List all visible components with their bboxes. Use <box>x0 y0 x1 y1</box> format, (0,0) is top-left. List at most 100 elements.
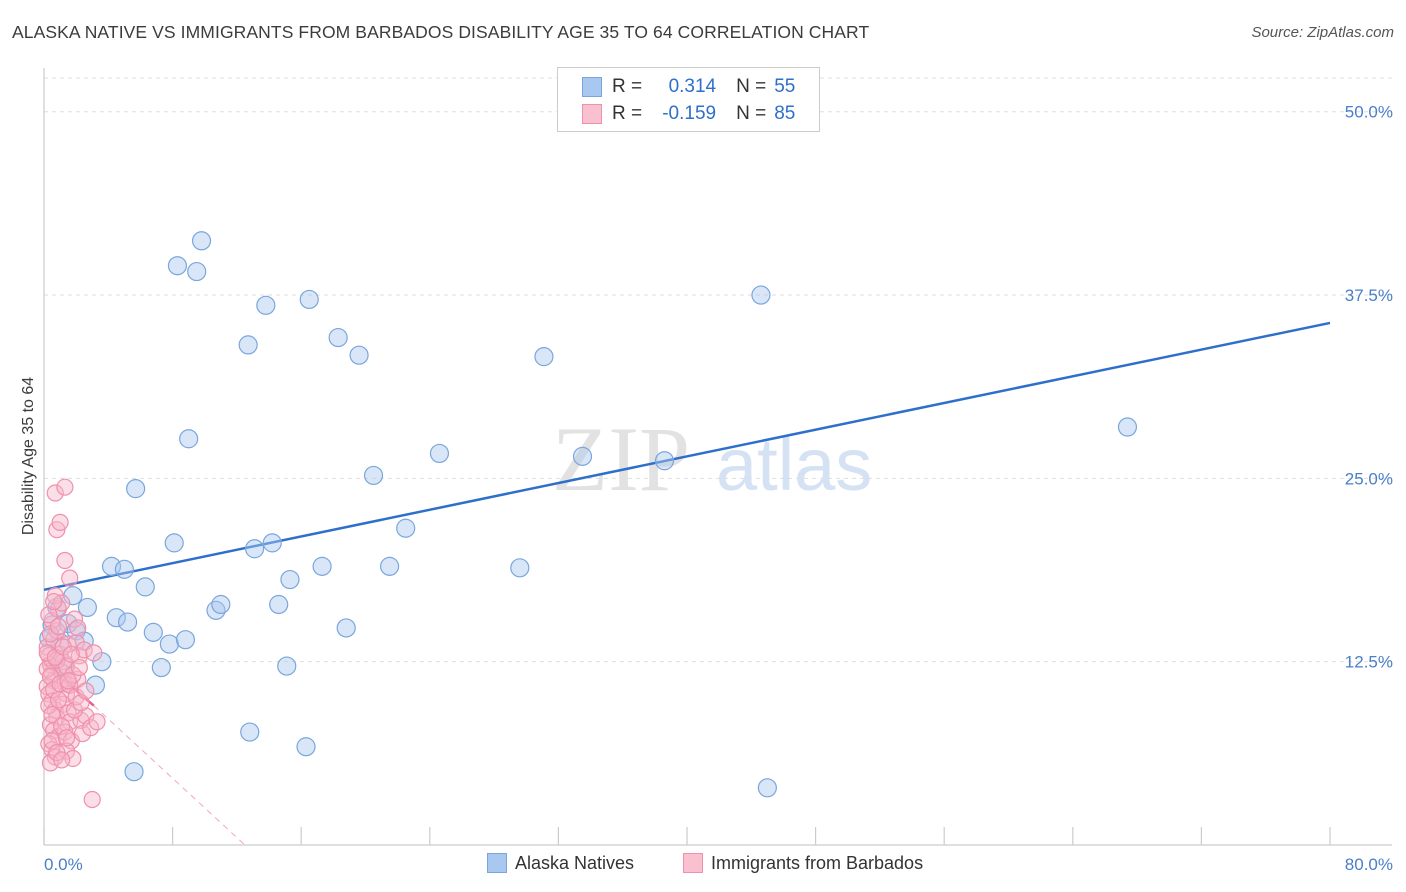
data-point-alaska <box>244 539 265 559</box>
data-point-barbados <box>45 680 63 699</box>
legend-n-label: N = <box>736 76 767 97</box>
data-point-alaska <box>164 533 184 553</box>
bottom-legend-alaska: Alaska Natives <box>487 852 634 874</box>
data-point-barbados <box>51 513 69 531</box>
data-point-alaska <box>363 465 384 486</box>
bottom-legend-swatch-barbados <box>683 853 703 874</box>
data-point-alaska <box>277 656 297 676</box>
data-points <box>38 231 1138 809</box>
legend-r-label: R = <box>612 103 643 124</box>
data-point-barbados <box>53 751 71 769</box>
data-point-alaska <box>143 622 163 642</box>
data-point-barbados <box>82 719 100 737</box>
data-point-barbados <box>40 606 58 624</box>
legend-row-barbados: R = -0.159 N = 85 <box>582 103 795 125</box>
data-point-barbados <box>38 644 56 662</box>
legend-n-value-barbados: 85 <box>774 103 796 124</box>
data-point-barbados <box>83 790 101 809</box>
data-point-barbados <box>70 658 88 677</box>
data-point-barbados <box>69 619 87 637</box>
data-point-alaska <box>187 261 207 282</box>
data-point-barbados <box>59 672 77 690</box>
y-tick-label: 25.0% <box>1345 469 1393 488</box>
data-point-barbados <box>62 645 80 663</box>
data-point-alaska <box>159 634 179 654</box>
bottom-legend-label-barbados: Immigrants from Barbados <box>711 852 924 873</box>
source-label: Source: ZipAtlas.com <box>1251 24 1394 41</box>
data-point-alaska <box>262 533 282 553</box>
data-point-barbados <box>49 691 68 709</box>
data-point-alaska <box>757 778 777 798</box>
data-point-barbados <box>77 682 95 700</box>
data-point-alaska <box>312 556 332 576</box>
legend-n-value-alaska: 55 <box>774 76 796 97</box>
data-point-alaska <box>429 443 450 464</box>
legend-r-label: R = <box>612 76 643 97</box>
legend-n-label: N = <box>736 103 767 124</box>
data-point-alaska <box>328 327 348 348</box>
data-point-alaska <box>85 675 106 695</box>
data-point-alaska <box>1117 417 1138 437</box>
y-tick-label: 12.5% <box>1345 653 1393 672</box>
data-point-barbados <box>46 484 64 502</box>
data-point-barbados <box>56 478 74 496</box>
legend-r-value-alaska: 0.314 <box>668 76 717 97</box>
data-point-alaska <box>572 446 593 466</box>
data-point-alaska <box>126 479 146 499</box>
data-point-alaska <box>240 722 260 742</box>
data-point-alaska <box>396 518 416 538</box>
y-tick-label: 50.0% <box>1345 103 1393 122</box>
x-tick-label: 80.0% <box>1345 855 1393 874</box>
data-point-alaska <box>336 618 356 638</box>
data-point-alaska <box>191 231 212 251</box>
y-axis-label: Disability Age 35 to 64 <box>20 377 37 535</box>
data-point-alaska <box>124 762 144 782</box>
data-point-alaska <box>534 347 554 367</box>
legend-swatch-barbados <box>582 104 602 124</box>
data-point-barbados <box>49 617 68 636</box>
data-point-alaska <box>510 558 530 578</box>
axis-labels: 12.5% 25.0% 37.5% 50.0% 0.0% 80.0% Disability … <box>20 103 1393 874</box>
data-point-alaska <box>135 577 155 597</box>
data-point-barbados <box>43 705 61 724</box>
legend-swatch-alaska <box>582 77 602 97</box>
bottom-legend-swatch-alaska <box>487 853 507 874</box>
data-point-alaska <box>238 335 258 355</box>
bottom-legend-barbados: Immigrants from Barbados <box>683 852 923 874</box>
trend-line-alaska <box>43 321 1331 592</box>
data-point-alaska <box>269 594 289 615</box>
data-point-barbados <box>65 610 84 628</box>
legend-r-value-barbados: -0.159 <box>662 103 717 124</box>
watermark-zip: ZIP <box>552 408 690 510</box>
data-point-alaska <box>751 285 771 305</box>
data-point-alaska <box>117 612 138 632</box>
data-point-alaska <box>114 559 134 579</box>
grid-lines <box>44 77 1392 663</box>
data-point-barbados <box>75 641 93 659</box>
correlation-legend: R = 0.314 N = 55 R = -0.159 N = 85 <box>557 67 820 132</box>
data-point-alaska <box>296 737 316 757</box>
data-point-alaska <box>106 608 126 628</box>
data-point-barbados <box>45 592 63 611</box>
data-point-alaska <box>151 657 171 678</box>
y-tick-label: 37.5% <box>1345 286 1393 305</box>
data-point-barbados <box>61 569 79 587</box>
data-point-barbados <box>56 551 74 570</box>
x-tick-label: 0.0% <box>44 855 83 874</box>
data-point-alaska <box>256 295 276 315</box>
data-point-alaska <box>77 597 98 618</box>
data-point-alaska <box>280 569 300 590</box>
data-point-alaska <box>380 556 400 576</box>
data-point-alaska <box>299 289 319 310</box>
trend-lines <box>43 321 1331 846</box>
data-point-barbados <box>85 644 103 662</box>
data-point-barbados <box>40 697 58 715</box>
bottom-legend-label-alaska: Alaska Natives <box>515 852 635 873</box>
data-point-alaska <box>175 630 196 650</box>
data-point-barbados <box>41 754 60 772</box>
data-point-alaska <box>167 256 188 276</box>
watermark-atlas: atlas <box>716 423 872 506</box>
data-point-alaska <box>349 345 369 365</box>
trend-line-barbados-extended <box>93 705 246 846</box>
watermark: ZIP atlas <box>552 408 872 510</box>
